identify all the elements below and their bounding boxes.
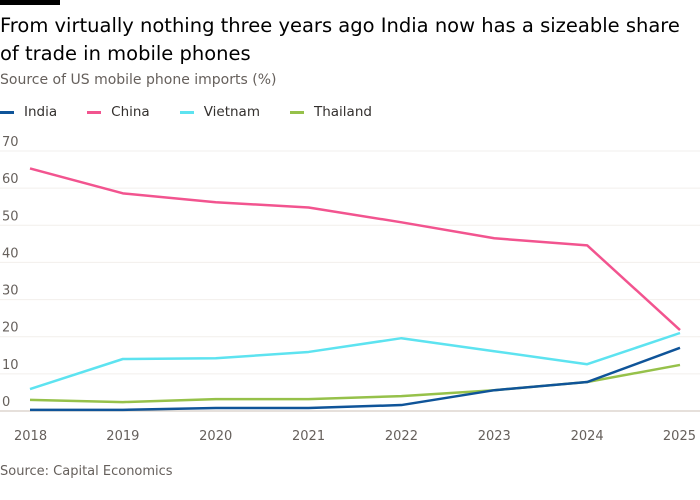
y-tick-label: 70 bbox=[2, 135, 19, 150]
x-tick-label: 2024 bbox=[571, 429, 604, 444]
legend-label: India bbox=[24, 104, 58, 120]
x-tick-label: 2019 bbox=[106, 429, 139, 444]
series-line-vietnam bbox=[29, 331, 681, 391]
legend-swatch bbox=[179, 110, 194, 114]
legend-item-thailand: Thailand bbox=[289, 104, 372, 120]
source-note: Source: Capital Economics bbox=[0, 464, 173, 479]
y-tick-label: 60 bbox=[2, 172, 19, 187]
chart-subtitle: Source of US mobile phone imports (%) bbox=[0, 72, 277, 88]
x-tick-label: 2025 bbox=[663, 429, 696, 444]
y-tick-label: 50 bbox=[2, 209, 19, 224]
legend-item-vietnam: Vietnam bbox=[179, 104, 260, 120]
legend-label: Vietnam bbox=[203, 104, 260, 120]
legend-label: China bbox=[111, 104, 150, 120]
x-tick-label: 2023 bbox=[478, 429, 511, 444]
y-tick-label: 30 bbox=[2, 284, 19, 299]
legend-item-india: India bbox=[0, 104, 57, 120]
legend-swatch bbox=[289, 110, 304, 114]
legend-swatch bbox=[0, 110, 14, 114]
y-tick-label: 20 bbox=[2, 321, 19, 336]
y-tick-label: 10 bbox=[2, 358, 19, 373]
series-line-china bbox=[29, 167, 681, 331]
legend-label: Thailand bbox=[313, 104, 372, 120]
x-tick-label: 2021 bbox=[292, 429, 325, 444]
y-tick-label: 40 bbox=[2, 246, 19, 261]
x-tick-label: 2018 bbox=[14, 429, 47, 444]
legend: India China Vietnam Thailand bbox=[0, 104, 402, 120]
legend-item-china: China bbox=[87, 104, 150, 120]
y-tick-label: 0 bbox=[2, 395, 10, 410]
brand-bar bbox=[0, 0, 60, 5]
x-tick-label: 2022 bbox=[385, 429, 418, 444]
chart-title: From virtually nothing three years ago I… bbox=[0, 14, 680, 65]
legend-swatch bbox=[87, 110, 102, 114]
series-line-india bbox=[30, 346, 681, 412]
x-tick-label: 2020 bbox=[199, 429, 232, 444]
